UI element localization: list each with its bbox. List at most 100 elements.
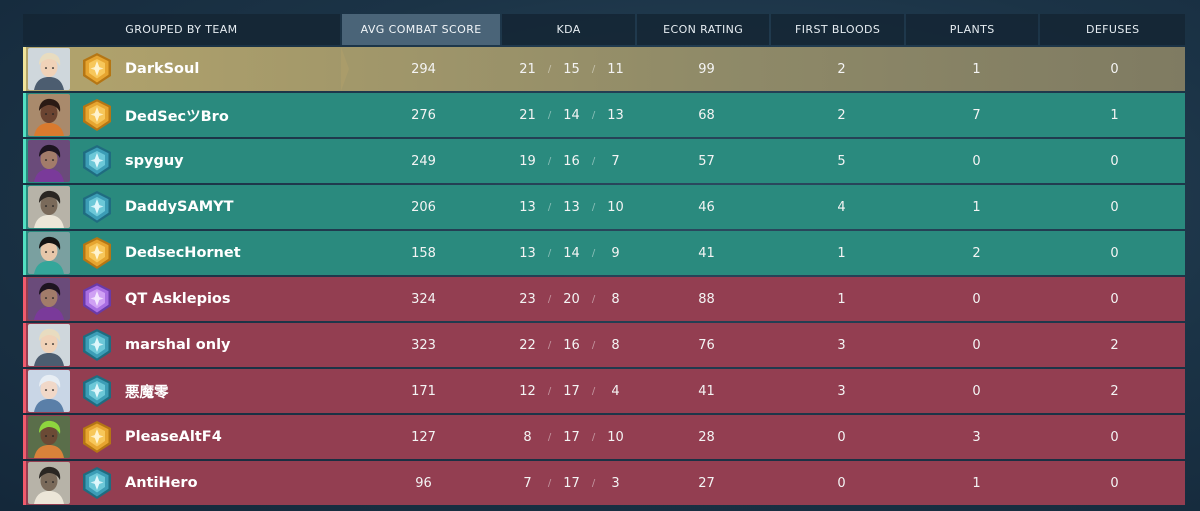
- player-name[interactable]: AntiHero: [125, 475, 198, 491]
- player-row[interactable]: DarkSoul 294 21 / 15 / 11 99 2 1 0: [23, 47, 1185, 91]
- rank-badge-icon: [80, 374, 114, 408]
- acs-value: 206: [411, 199, 436, 215]
- team-color-stripe: [23, 185, 26, 229]
- player-identity: marshal only: [23, 323, 343, 367]
- player-rows: DarkSoul 294 21 / 15 / 11 99 2 1 0: [23, 47, 1185, 505]
- player-row[interactable]: QT Asklepios 324 23 / 20 / 8 88 1 0 0: [23, 277, 1185, 321]
- player-name[interactable]: PleaseAltF4: [125, 429, 222, 445]
- deaths-value: 17: [563, 383, 580, 399]
- kda-value: 7 / 17 / 3: [504, 461, 639, 505]
- player-name[interactable]: DarkSoul: [125, 61, 200, 77]
- player-name[interactable]: DedSecツBro: [125, 108, 229, 125]
- player-name[interactable]: spyguy: [125, 153, 184, 169]
- econ-rating-value: 88: [698, 291, 715, 307]
- kills-value: 21: [519, 107, 536, 123]
- kills-value: 13: [519, 199, 536, 215]
- agent-portrait-icon: [28, 324, 70, 366]
- deaths-value: 17: [563, 475, 580, 491]
- player-row[interactable]: 悪魔零 171 12 / 17 / 4 41 3 0 2: [23, 369, 1185, 413]
- kills-value: 13: [519, 245, 536, 261]
- kda-value: 12 / 17 / 4: [504, 369, 639, 413]
- first-bloods-value: 5: [837, 153, 846, 169]
- agent-portrait-icon: [28, 370, 70, 412]
- header-avg-combat-score[interactable]: AVG COMBAT SCORE: [341, 14, 501, 45]
- player-identity: PleaseAltF4: [23, 415, 343, 459]
- acs-value: 249: [411, 153, 436, 169]
- player-row[interactable]: spyguy 249 19 / 16 / 7 57 5 0 0: [23, 139, 1185, 183]
- first-bloods-value: 0: [837, 475, 846, 491]
- deaths-value: 13: [563, 199, 580, 215]
- defuses-value: 0: [1110, 245, 1119, 261]
- self-indicator-arrow: [341, 47, 349, 91]
- plants-value: 0: [972, 383, 981, 399]
- team-color-stripe: [23, 369, 26, 413]
- kda-separator: /: [547, 109, 552, 121]
- header-kda[interactable]: KDA: [502, 14, 635, 45]
- assists-value: 7: [611, 153, 620, 169]
- assists-value: 9: [611, 245, 620, 261]
- assists-value: 8: [611, 337, 620, 353]
- kda-separator: /: [591, 247, 596, 259]
- kda-separator: /: [547, 431, 552, 443]
- econ-rating-value: 41: [698, 245, 715, 261]
- kda-separator: /: [591, 293, 596, 305]
- player-name[interactable]: DaddySAMYT: [125, 199, 234, 215]
- kda-separator: /: [591, 109, 596, 121]
- player-name[interactable]: QT Asklepios: [125, 291, 231, 307]
- assists-value: 13: [607, 107, 624, 123]
- team-color-stripe: [23, 93, 26, 137]
- econ-rating-value: 27: [698, 475, 715, 491]
- rank-badge-icon: [80, 282, 114, 316]
- kda-separator: /: [591, 339, 596, 351]
- econ-rating-value: 57: [698, 153, 715, 169]
- header-defuses[interactable]: DEFUSES: [1040, 14, 1185, 45]
- plants-value: 1: [972, 199, 981, 215]
- player-identity: DaddySAMYT: [23, 185, 343, 229]
- deaths-value: 20: [563, 291, 580, 307]
- rank-badge-icon: [80, 190, 114, 224]
- assists-value: 8: [611, 291, 620, 307]
- defuses-value: 0: [1110, 475, 1119, 491]
- first-bloods-value: 2: [837, 61, 846, 77]
- header-grouped-by-team[interactable]: GROUPED BY TEAM: [23, 14, 340, 45]
- kills-value: 12: [519, 383, 536, 399]
- kda-separator: /: [547, 155, 552, 167]
- player-row[interactable]: DaddySAMYT 206 13 / 13 / 10 46 4 1 0: [23, 185, 1185, 229]
- acs-value: 294: [411, 61, 436, 77]
- player-row[interactable]: AntiHero 96 7 / 17 / 3 27 0 1 0: [23, 461, 1185, 505]
- plants-value: 0: [972, 291, 981, 307]
- header-econ-rating[interactable]: ECON RATING: [636, 14, 770, 45]
- rank-badge-icon: [80, 328, 114, 362]
- agent-portrait-icon: [28, 416, 70, 458]
- acs-value: 96: [415, 475, 432, 491]
- plants-value: 1: [972, 475, 981, 491]
- header-plants[interactable]: PLANTS: [905, 14, 1039, 45]
- player-row[interactable]: PleaseAltF4 127 8 / 17 / 10 28 0 3 0: [23, 415, 1185, 459]
- agent-portrait-icon: [28, 94, 70, 136]
- plants-value: 0: [972, 337, 981, 353]
- kda-separator: /: [591, 431, 596, 443]
- player-name[interactable]: marshal only: [125, 337, 231, 353]
- agent-portrait-icon: [28, 140, 70, 182]
- deaths-value: 15: [563, 61, 580, 77]
- assists-value: 10: [607, 199, 624, 215]
- player-name[interactable]: DedsecHornet: [125, 245, 241, 261]
- defuses-value: 0: [1110, 199, 1119, 215]
- player-row[interactable]: DedSecツBro 276 21 / 14 / 13 68 2 7 1: [23, 93, 1185, 137]
- acs-value: 127: [411, 429, 436, 445]
- plants-value: 3: [972, 429, 981, 445]
- econ-rating-value: 46: [698, 199, 715, 215]
- first-bloods-value: 1: [837, 245, 846, 261]
- econ-rating-value: 28: [698, 429, 715, 445]
- rank-badge-icon: [80, 420, 114, 454]
- first-bloods-value: 3: [837, 383, 846, 399]
- kda-separator: /: [547, 201, 552, 213]
- player-row[interactable]: DedsecHornet 158 13 / 14 / 9 41 1 2 0: [23, 231, 1185, 275]
- player-row[interactable]: marshal only 323 22 / 16 / 8 76 3 0 2: [23, 323, 1185, 367]
- kda-value: 21 / 15 / 11: [504, 47, 639, 91]
- plants-value: 0: [972, 153, 981, 169]
- agent-portrait-icon: [28, 186, 70, 228]
- deaths-value: 17: [563, 429, 580, 445]
- player-name[interactable]: 悪魔零: [125, 384, 169, 401]
- header-first-bloods[interactable]: FIRST BLOODS: [771, 14, 904, 45]
